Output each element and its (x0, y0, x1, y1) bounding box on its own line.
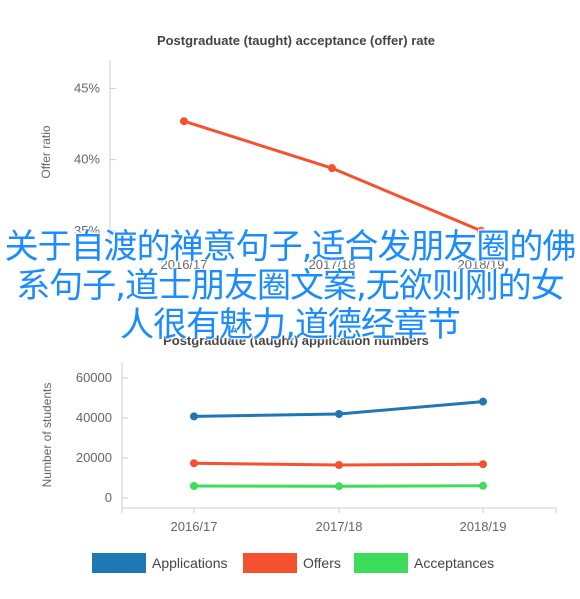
y-tick-label: 40000 (76, 410, 112, 425)
x-tick-label: 2017/18 (316, 519, 363, 534)
chart2-title: Postgraduate (taught) application number… (163, 333, 429, 348)
y-tick-label: 45% (74, 80, 100, 95)
data-point (335, 410, 343, 418)
legend-item-offers[interactable]: Offers (243, 553, 341, 573)
data-point (190, 482, 198, 490)
data-point (479, 460, 487, 469)
data-point (190, 459, 198, 468)
legend-label: Offers (303, 555, 341, 571)
data-point (180, 117, 188, 126)
y-tick-label: 35% (74, 223, 100, 238)
data-point (477, 226, 485, 235)
data-point (479, 481, 487, 490)
x-tick-label: 2018/19 (460, 519, 507, 534)
y-tick-label: 20000 (76, 450, 112, 465)
data-point (335, 461, 343, 469)
x-tick-label: 2016/17 (161, 257, 208, 272)
series-line-0 (183, 119, 482, 233)
overlay-banner-text: 关于自渡的禅意句子,适合发朋友圈的佛系句子,道士朋友圈文案,无欲则刚的女人很有魅… (4, 227, 577, 345)
data-point (335, 482, 343, 491)
data-point (479, 397, 487, 406)
y-tick-label: 40% (74, 152, 100, 167)
legend-swatch (92, 553, 146, 573)
legend-label: Applications (152, 555, 228, 571)
legend-item-acceptances[interactable]: Acceptances (354, 553, 494, 573)
legend-swatch (243, 553, 297, 573)
chart2-ylabel: Number of students (40, 383, 54, 488)
application-numbers-chart: Postgraduate (taught) application number… (40, 333, 557, 573)
acceptance-rate-chart: Postgraduate (taught) acceptance (offer)… (39, 33, 505, 272)
y-tick-label: 0 (105, 490, 112, 505)
data-point (190, 412, 198, 421)
chart1-ylabel: Offer ratio (39, 125, 53, 178)
x-tick-label: 2018/19 (458, 257, 505, 272)
y-tick-label: 60000 (76, 370, 112, 385)
x-tick-label: 2017/18 (309, 257, 356, 272)
legend-item-applications[interactable]: Applications (92, 553, 228, 573)
data-point (328, 164, 336, 173)
chart1-title: Postgraduate (taught) acceptance (offer)… (157, 33, 435, 48)
legend-label: Acceptances (414, 555, 494, 571)
x-tick-label: 2016/17 (171, 519, 218, 534)
legend-swatch (354, 553, 408, 573)
